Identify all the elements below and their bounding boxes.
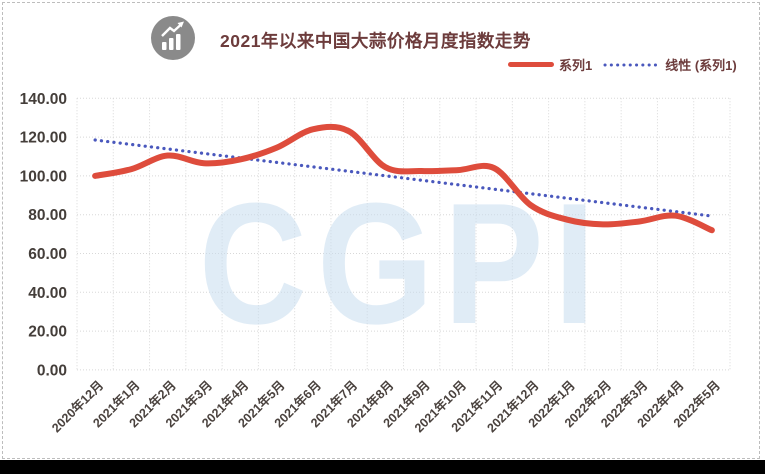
chart-header: 2021年以来中国大蒜价格月度指数走势 bbox=[150, 15, 531, 66]
y-axis-label: 60.00 bbox=[28, 246, 67, 263]
y-axis-label: 40.00 bbox=[28, 285, 67, 302]
watermark-text: CGPI bbox=[199, 168, 606, 360]
chart-legend: 系列1 线性 (系列1) bbox=[508, 55, 737, 74]
legend-label-trend: 线性 (系列1) bbox=[665, 58, 737, 73]
series-line bbox=[92, 123, 715, 234]
y-axis-label: 100.00 bbox=[20, 168, 67, 185]
bottom-black-bar bbox=[0, 460, 765, 474]
plot-area: CGPI 140.00 120.00 100.00 80.00 60.00 40.00 20.… bbox=[20, 91, 731, 435]
legend-item-trend: 线性 (系列1) bbox=[592, 55, 737, 74]
y-axis-label: 140.00 bbox=[20, 91, 67, 108]
y-axis-label: 120.00 bbox=[20, 130, 67, 147]
y-axis-label: 80.00 bbox=[28, 207, 67, 224]
series1-line-swatch bbox=[508, 62, 554, 67]
trend-line-swatch bbox=[603, 63, 659, 66]
trend-chart-icon bbox=[150, 15, 196, 66]
y-axis-label: 0.00 bbox=[37, 362, 67, 379]
chart-title: 2021年以来中国大蒜价格月度指数走势 bbox=[220, 31, 531, 51]
y-axis-label: 20.00 bbox=[28, 324, 67, 341]
legend-label-series1: 系列1 bbox=[559, 58, 593, 73]
trend-line bbox=[93, 138, 714, 218]
legend-item-series1: 系列1 bbox=[508, 55, 592, 74]
